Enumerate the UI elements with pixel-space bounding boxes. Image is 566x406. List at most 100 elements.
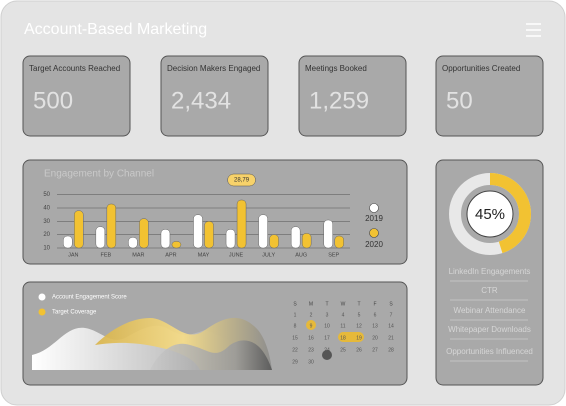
kpi-card: [160, 55, 269, 137]
day: 30: [308, 359, 314, 365]
x-tick-label: APR: [165, 252, 176, 258]
day: 22: [292, 347, 298, 353]
legend-dot: [38, 293, 46, 301]
weekday: T: [357, 301, 360, 307]
day: 7: [390, 312, 393, 318]
legend-dot: [369, 228, 379, 238]
day: 16: [308, 335, 314, 341]
tooltip: [227, 173, 256, 187]
bar: [204, 221, 214, 249]
kpi-label: Decision Makers Engaged: [167, 64, 260, 73]
bar: [258, 214, 268, 249]
x-tick-label: AUG: [295, 252, 307, 258]
today: [322, 350, 332, 360]
legend-label: 2019: [365, 214, 383, 223]
donut-arc: [449, 173, 531, 255]
day: 13: [372, 323, 378, 329]
kpi-value: 2,434: [171, 87, 231, 114]
day: 11: [340, 323, 345, 329]
y-tick-label: 30: [43, 219, 50, 225]
kpi-value: 500: [33, 87, 73, 114]
bar: [160, 229, 171, 249]
day: 6: [374, 312, 377, 318]
tooltip-text: 28,79: [234, 178, 250, 184]
day: 10: [324, 323, 330, 329]
day: 25: [340, 347, 346, 353]
y-tick-label: 20: [43, 232, 50, 238]
day: 17: [324, 335, 330, 341]
kpi-label: Target Accounts Reached: [29, 64, 120, 73]
weekday: W: [341, 301, 346, 307]
bar: [171, 241, 182, 249]
kpi-value: 1,259: [309, 87, 369, 114]
kpi-value: 50: [446, 87, 473, 114]
day: 12: [356, 323, 362, 329]
x-tick-label: JAN: [68, 252, 78, 258]
bar: [74, 210, 84, 249]
x-tick-label: JULY: [262, 252, 275, 258]
kpi-card: [435, 55, 544, 137]
day: 14: [388, 323, 394, 329]
menu-icon[interactable]: [526, 23, 541, 37]
day: 2: [310, 312, 313, 318]
weekday: T: [325, 301, 328, 307]
day: 20: [372, 335, 378, 341]
legend-label: Target Coverage: [52, 310, 97, 316]
day: 3: [326, 312, 329, 318]
day: 28: [388, 347, 394, 353]
legend-dot: [38, 308, 46, 316]
x-tick-label: FEB: [100, 252, 111, 258]
x-tick-label: MAR: [132, 252, 144, 258]
bar: [139, 218, 149, 249]
bar: [128, 237, 138, 249]
metric-item: Whitepaper Downloads: [448, 325, 531, 334]
x-tick-label: JUNE: [229, 252, 244, 258]
day: 1: [294, 312, 297, 318]
day: 9: [310, 323, 313, 329]
legend-label: Account Engagement Score: [52, 295, 127, 301]
bar: [290, 226, 301, 249]
kpi-label: Opportunities Created: [442, 64, 520, 73]
y-tick-label: 40: [43, 206, 50, 212]
day: 24: [324, 347, 330, 353]
donut-label: 45%: [475, 206, 505, 223]
metric-item: Webinar Attendance: [454, 306, 526, 315]
day: 4: [342, 312, 345, 318]
day: 15: [292, 335, 298, 341]
bar: [95, 226, 106, 249]
donut-card: [435, 159, 544, 386]
y-tick-label: 10: [43, 246, 50, 252]
bar: [269, 234, 279, 249]
day: 18: [340, 335, 346, 341]
day: 23: [308, 347, 314, 353]
day: 27: [372, 347, 378, 353]
kpi-card: [298, 55, 407, 137]
bar: [63, 235, 73, 249]
bar: [225, 229, 236, 249]
kpi-card: [22, 55, 131, 137]
y-tick-label: 50: [43, 192, 50, 198]
x-tick-label: MAY: [198, 252, 210, 258]
x-tick-label: SEP: [328, 252, 339, 258]
day: 26: [356, 347, 362, 353]
overlap-area: [150, 340, 272, 370]
day: 8: [294, 323, 297, 329]
weekday: S: [389, 301, 393, 307]
metric-item: LinkedIn Engagements: [449, 267, 531, 276]
bar: [236, 199, 247, 249]
day: 5: [358, 312, 361, 318]
weekday: F: [373, 301, 376, 307]
metric-item: CTR: [481, 286, 498, 295]
selected-day: [306, 320, 316, 330]
metric-item: Opportunities Influenced: [446, 347, 533, 356]
chart-title: Engagement by Channel: [44, 169, 154, 180]
legend-label: 2020: [365, 240, 383, 249]
bar: [323, 219, 333, 249]
day: 21: [388, 335, 394, 341]
bar: [193, 214, 203, 249]
day: 19: [356, 335, 362, 341]
selected-range: [338, 332, 364, 342]
donut-center: [466, 190, 514, 238]
